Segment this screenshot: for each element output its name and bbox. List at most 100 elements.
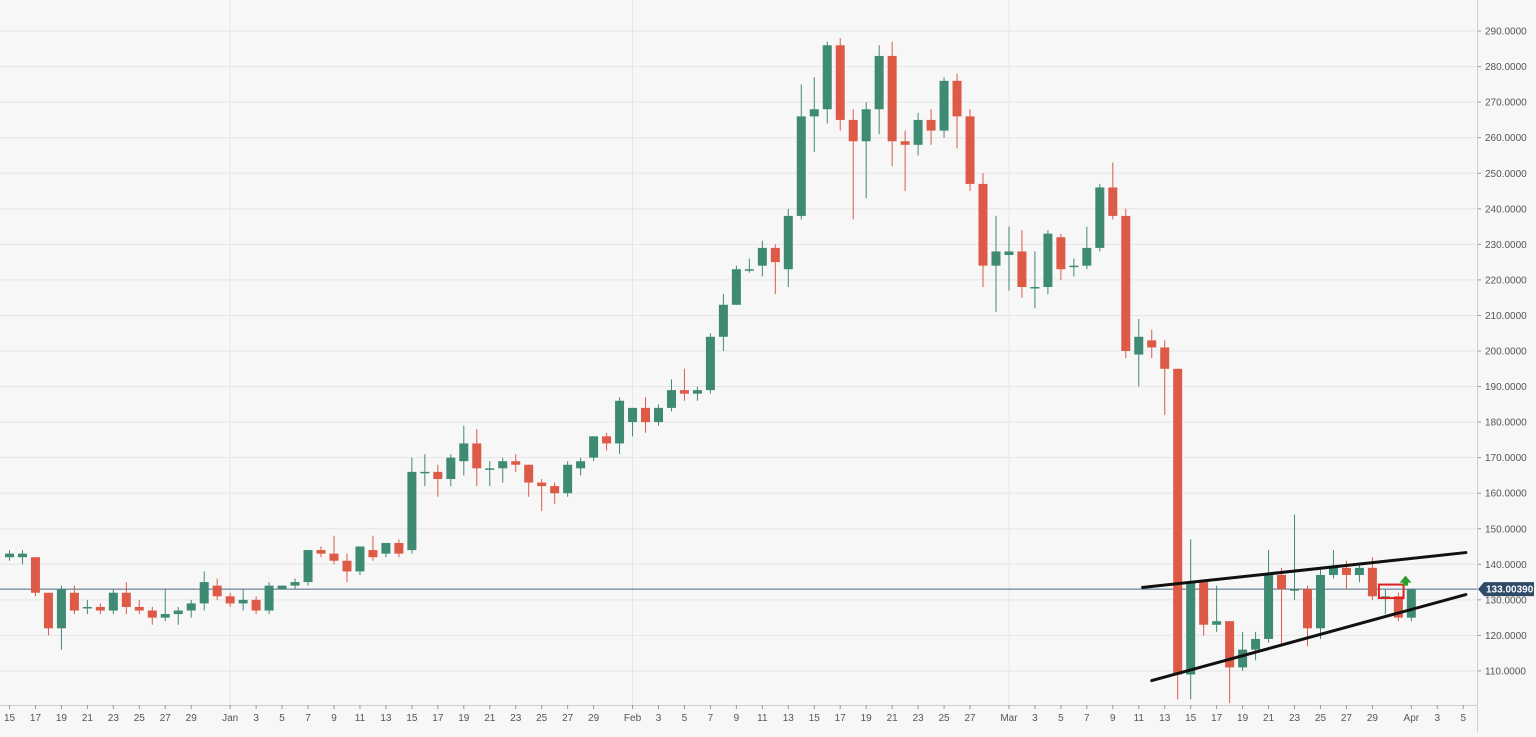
candle[interactable] [835, 38, 845, 131]
candle[interactable] [485, 461, 495, 487]
candle[interactable] [628, 407, 638, 437]
candle[interactable] [796, 84, 806, 220]
candle[interactable] [524, 464, 534, 497]
candle[interactable] [770, 244, 780, 295]
candle[interactable] [939, 77, 949, 138]
candle[interactable] [563, 461, 573, 497]
candle[interactable] [277, 585, 287, 590]
candle[interactable] [1134, 319, 1144, 387]
candle[interactable] [446, 454, 456, 487]
candle[interactable] [251, 596, 261, 615]
candle[interactable] [926, 109, 936, 145]
candle[interactable] [1225, 621, 1235, 703]
candle[interactable] [848, 109, 858, 220]
candle[interactable] [17, 550, 27, 565]
candle[interactable] [212, 578, 222, 600]
candle[interactable] [615, 397, 625, 455]
candle[interactable] [121, 582, 131, 615]
candle[interactable] [30, 557, 40, 597]
candle[interactable] [874, 45, 884, 135]
candle[interactable] [1199, 582, 1209, 636]
candle[interactable] [861, 102, 871, 199]
candle[interactable] [199, 571, 209, 611]
candle[interactable] [433, 464, 443, 497]
candle[interactable] [147, 606, 157, 625]
candle[interactable] [225, 592, 235, 607]
candle[interactable] [1004, 226, 1014, 291]
candle[interactable] [822, 41, 832, 124]
candle[interactable] [641, 397, 651, 433]
candle[interactable] [1380, 589, 1390, 615]
candle[interactable] [952, 73, 962, 149]
candle[interactable] [264, 582, 274, 615]
candle[interactable] [965, 109, 975, 192]
candle[interactable] [679, 368, 689, 401]
candle[interactable] [1108, 162, 1118, 220]
candle[interactable] [705, 333, 715, 394]
candle[interactable] [56, 585, 66, 650]
candle[interactable] [498, 457, 508, 483]
candle[interactable] [1315, 567, 1325, 639]
candle[interactable] [5, 550, 14, 561]
candle[interactable] [602, 432, 612, 451]
candle[interactable] [1212, 585, 1222, 632]
candle[interactable] [173, 606, 183, 625]
candle[interactable] [43, 592, 53, 636]
candle[interactable] [913, 112, 923, 156]
candle[interactable] [381, 542, 391, 558]
candle[interactable] [160, 589, 170, 622]
candle[interactable] [1354, 564, 1364, 583]
candle[interactable] [1069, 258, 1079, 277]
candle[interactable] [550, 482, 560, 504]
candle[interactable] [238, 589, 248, 611]
candle[interactable] [1173, 368, 1183, 700]
candle[interactable] [718, 294, 728, 351]
candle[interactable] [666, 379, 676, 412]
candle[interactable] [757, 240, 767, 277]
candle[interactable] [783, 208, 793, 288]
candle[interactable] [355, 546, 365, 575]
candle[interactable] [1264, 550, 1274, 643]
candle[interactable] [329, 535, 339, 565]
candle[interactable] [511, 454, 521, 472]
candle[interactable] [1406, 589, 1416, 622]
candle[interactable] [407, 457, 417, 554]
candle[interactable] [1303, 585, 1312, 647]
candle[interactable] [1030, 251, 1040, 309]
candle[interactable] [342, 553, 352, 583]
candle[interactable] [887, 41, 897, 167]
candle[interactable] [1393, 592, 1403, 622]
candle[interactable] [316, 546, 326, 558]
trendline[interactable] [1150, 593, 1468, 683]
candle[interactable] [576, 457, 586, 476]
candle[interactable] [1095, 183, 1105, 252]
candle[interactable] [589, 436, 599, 462]
candle[interactable] [991, 215, 1001, 312]
candle[interactable] [1290, 514, 1300, 600]
candle[interactable] [95, 603, 105, 615]
candle[interactable] [459, 425, 469, 476]
candle[interactable] [537, 478, 547, 511]
candle[interactable] [900, 130, 910, 192]
candle[interactable] [744, 258, 754, 273]
candle[interactable] [420, 454, 430, 487]
candle[interactable] [1121, 208, 1131, 359]
candle[interactable] [1277, 567, 1287, 647]
candle[interactable] [809, 77, 819, 152]
candle[interactable] [69, 585, 79, 615]
candle[interactable] [1367, 557, 1377, 600]
candle[interactable] [978, 173, 988, 288]
candle[interactable] [1160, 340, 1170, 415]
candle[interactable] [108, 589, 118, 615]
candle[interactable] [1147, 329, 1157, 359]
candle[interactable] [1251, 631, 1261, 661]
candle[interactable] [394, 539, 404, 558]
candle[interactable] [1328, 550, 1338, 579]
candle[interactable] [472, 429, 482, 487]
candle[interactable] [303, 550, 313, 586]
candle[interactable] [1186, 539, 1196, 700]
candle[interactable] [1043, 230, 1053, 295]
candle[interactable] [692, 386, 702, 401]
candle[interactable] [368, 535, 378, 561]
